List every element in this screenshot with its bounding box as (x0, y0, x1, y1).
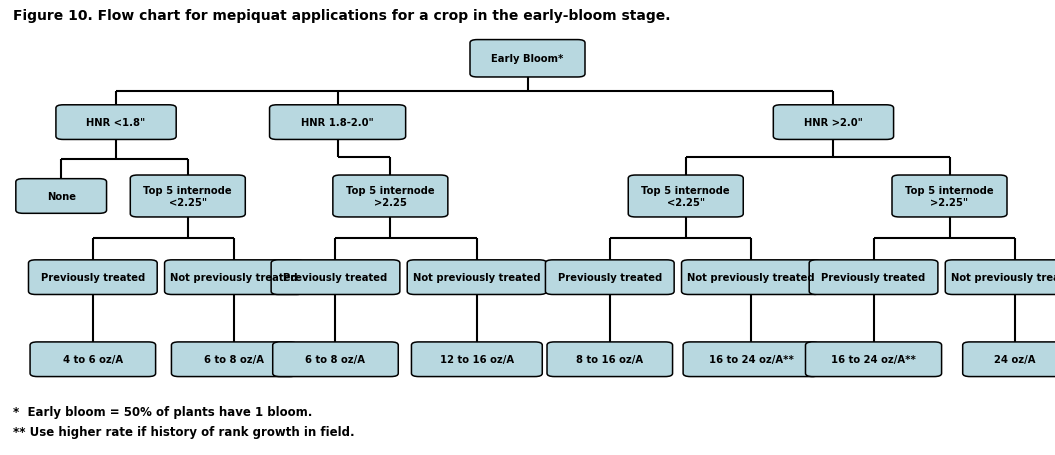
Text: *  Early bloom = 50% of plants have 1 bloom.: * Early bloom = 50% of plants have 1 blo… (13, 405, 312, 418)
FancyBboxPatch shape (333, 176, 447, 217)
Text: Top 5 internode
>2.25": Top 5 internode >2.25" (905, 185, 994, 208)
Text: Previously treated: Previously treated (822, 273, 925, 283)
Text: 24 oz/A: 24 oz/A (994, 354, 1036, 364)
FancyBboxPatch shape (171, 342, 298, 377)
FancyBboxPatch shape (407, 260, 546, 295)
FancyBboxPatch shape (545, 260, 674, 295)
FancyBboxPatch shape (165, 260, 304, 295)
Text: 4 to 6 oz/A: 4 to 6 oz/A (63, 354, 122, 364)
Text: 6 to 8 oz/A: 6 to 8 oz/A (205, 354, 264, 364)
FancyBboxPatch shape (271, 260, 400, 295)
Text: Early Bloom*: Early Bloom* (492, 54, 563, 64)
Text: None: None (46, 192, 76, 202)
FancyBboxPatch shape (273, 342, 399, 377)
Text: Not previously treated: Not previously treated (171, 273, 298, 283)
FancyBboxPatch shape (684, 342, 819, 377)
FancyBboxPatch shape (682, 260, 821, 295)
FancyBboxPatch shape (131, 176, 245, 217)
FancyBboxPatch shape (28, 260, 157, 295)
Text: HNR >2.0": HNR >2.0" (804, 118, 863, 128)
Text: Not previously treated: Not previously treated (414, 273, 540, 283)
Text: Top 5 internode
>2.25: Top 5 internode >2.25 (346, 185, 435, 208)
FancyBboxPatch shape (411, 342, 542, 377)
FancyBboxPatch shape (56, 106, 176, 140)
FancyBboxPatch shape (773, 106, 894, 140)
Text: HNR <1.8": HNR <1.8" (87, 118, 146, 128)
Text: 6 to 8 oz/A: 6 to 8 oz/A (306, 354, 365, 364)
FancyBboxPatch shape (806, 342, 941, 377)
Text: Previously treated: Previously treated (284, 273, 387, 283)
Text: Previously treated: Previously treated (41, 273, 145, 283)
Text: 12 to 16 oz/A: 12 to 16 oz/A (440, 354, 514, 364)
FancyBboxPatch shape (629, 176, 744, 217)
FancyBboxPatch shape (809, 260, 938, 295)
Text: 16 to 24 oz/A**: 16 to 24 oz/A** (831, 354, 916, 364)
FancyBboxPatch shape (945, 260, 1055, 295)
Text: Top 5 internode
<2.25": Top 5 internode <2.25" (143, 185, 232, 208)
Text: Top 5 internode
<2.25": Top 5 internode <2.25" (641, 185, 730, 208)
Text: Previously treated: Previously treated (558, 273, 661, 283)
FancyBboxPatch shape (270, 106, 406, 140)
FancyBboxPatch shape (546, 342, 673, 377)
Text: ** Use higher rate if history of rank growth in field.: ** Use higher rate if history of rank gr… (13, 425, 354, 439)
FancyBboxPatch shape (471, 40, 584, 78)
FancyBboxPatch shape (30, 342, 156, 377)
Text: HNR 1.8-2.0": HNR 1.8-2.0" (302, 118, 373, 128)
FancyBboxPatch shape (893, 176, 1008, 217)
Text: 8 to 16 oz/A: 8 to 16 oz/A (576, 354, 644, 364)
FancyBboxPatch shape (962, 342, 1055, 377)
FancyBboxPatch shape (16, 179, 107, 214)
Text: Figure 10. Flow chart for mepiquat applications for a crop in the early-bloom st: Figure 10. Flow chart for mepiquat appli… (13, 9, 670, 23)
Text: Not previously treated: Not previously treated (952, 273, 1055, 283)
Text: Not previously treated: Not previously treated (688, 273, 814, 283)
Text: 16 to 24 oz/A**: 16 to 24 oz/A** (709, 354, 793, 364)
